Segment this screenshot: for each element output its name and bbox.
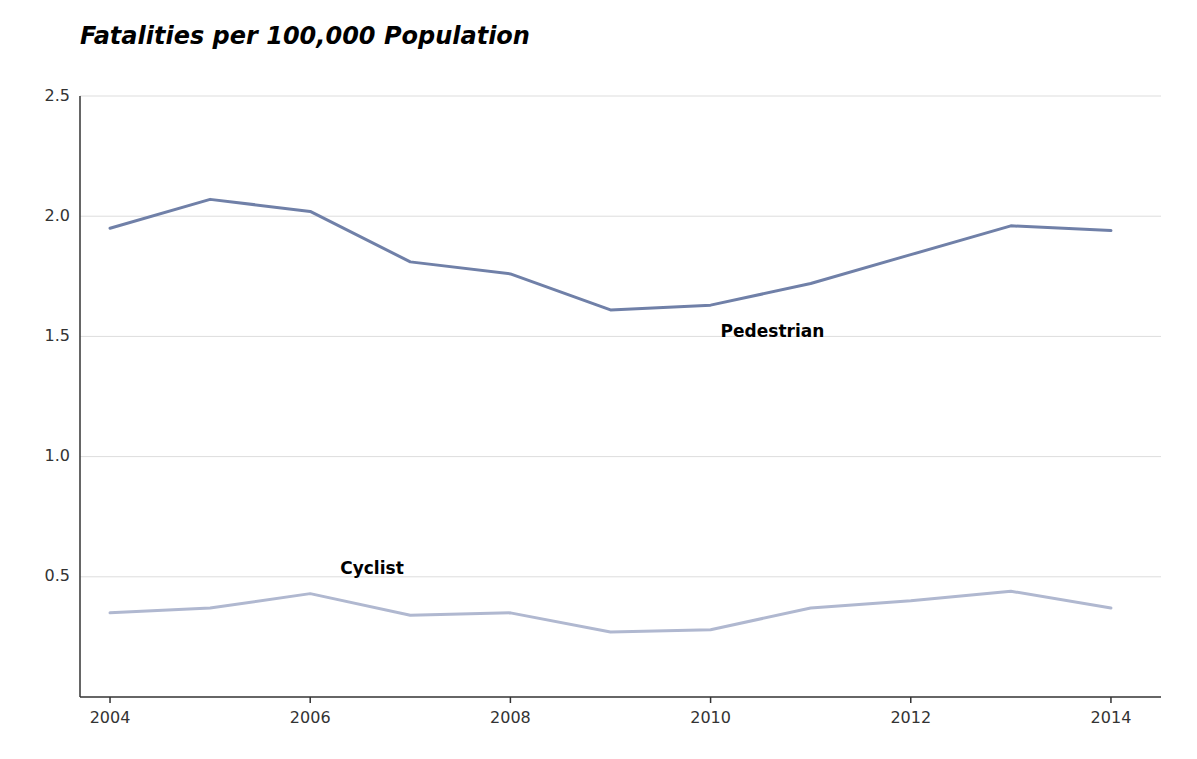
x-tick-label: 2012 [890, 708, 931, 727]
grid [80, 96, 1161, 577]
annotation: Cyclist [340, 558, 404, 578]
x-tick [910, 697, 912, 703]
series-line [110, 199, 1111, 310]
grid-line [80, 216, 1161, 217]
x-tick-label: 2010 [690, 708, 731, 727]
grid-line [80, 456, 1161, 457]
y-tick-label: 1.5 [45, 326, 70, 345]
plot-area [110, 199, 1111, 632]
x-axis [80, 696, 1161, 698]
y-tick-label: 0.5 [45, 566, 70, 585]
x-tick [309, 697, 311, 703]
x-tick-label: 2006 [290, 708, 331, 727]
x-tick [1110, 697, 1112, 703]
x-tick [710, 697, 712, 703]
x-tick [109, 697, 111, 703]
x-tick [510, 697, 512, 703]
grid-line [80, 576, 1161, 577]
chart: Fatalities per 100,000 Population 0.5 1.0 1… [0, 0, 1197, 759]
grid-line [80, 336, 1161, 337]
x-tick-label: 2004 [90, 708, 131, 727]
y-axis [79, 96, 81, 697]
grid-line [80, 96, 1161, 97]
y-tick-label: 1.0 [45, 446, 70, 465]
annotation: Pedestrian [721, 321, 825, 341]
y-tick-label: 2.0 [45, 206, 70, 225]
y-tick-label: 2.5 [45, 86, 70, 105]
x-tick-label: 2008 [490, 708, 531, 727]
x-tick-label: 2014 [1091, 708, 1132, 727]
series-line [110, 591, 1111, 632]
title: Fatalities per 100,000 Population [80, 22, 530, 50]
